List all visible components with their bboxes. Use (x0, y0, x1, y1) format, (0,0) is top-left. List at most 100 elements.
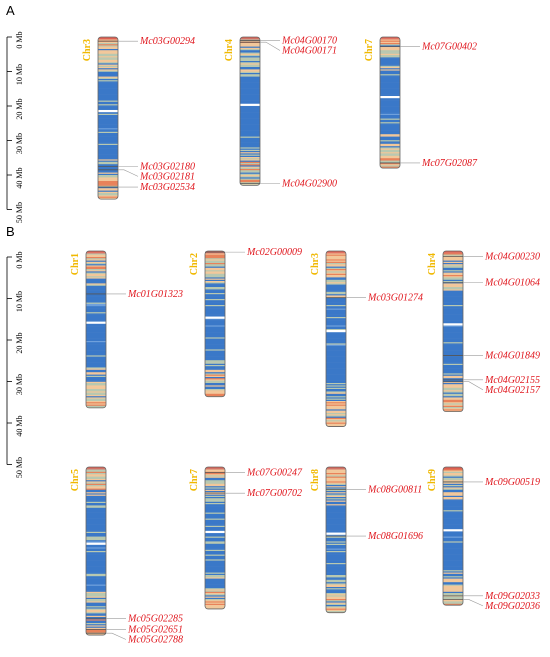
gene-label: Mc05G02651 (127, 624, 183, 635)
gene-label: Mc02G00009 (246, 247, 302, 258)
chromosome-label: Chr3 (310, 253, 321, 275)
density-bands (443, 251, 463, 412)
chromosome-chr1: Chr1 Mc01G01323 (70, 250, 183, 409)
chromosome-outline (204, 466, 226, 610)
chromosome-label: Chr9 (427, 469, 438, 491)
gene-label: Mc04G01849 (484, 351, 540, 362)
gene-label: Mc03G00294 (139, 36, 195, 47)
gene-label: Mc05G02285 (127, 613, 183, 624)
gene-label: Mc07G00402 (421, 42, 477, 53)
chromosome-label: Chr7 (189, 469, 200, 491)
chromosome-chr7: Chr7 Mc07G00402 Mc07G02087 (364, 36, 478, 169)
chromosome-outline (379, 36, 401, 169)
chromosome-chr2: Chr2 Mc02G00009 (189, 247, 302, 398)
chromosome-outline (239, 36, 261, 186)
ruler-tick-label: 0 Mb (15, 31, 24, 48)
gene-label: Mc07G00247 (246, 468, 303, 479)
gene-label: Mc03G02180 (139, 161, 195, 172)
gap-band (86, 542, 106, 545)
ruler-tick-label: 30 Mb (15, 374, 24, 395)
density-bands (98, 37, 118, 200)
gene-label: Mc09G02036 (484, 601, 540, 612)
gap-band (240, 103, 260, 106)
chromosome-outline (85, 466, 107, 636)
ruler-tick-label: 50 Mb (15, 202, 24, 223)
gene-leader (260, 41, 281, 51)
chromosome-chr3: Chr3 Mc03G01274 (310, 250, 423, 427)
density-bands (205, 467, 225, 609)
density-bands (443, 467, 463, 606)
ruler-tick-label: 50 Mb (15, 457, 24, 478)
chromosome-chr7: Chr7 Mc07G00247 Mc07G00702 (189, 466, 303, 610)
chromosome-label: Chr1 (70, 253, 81, 275)
panel-letter-a: A (6, 3, 15, 18)
gene-label: Mc04G02155 (484, 375, 540, 386)
gene-label: Mc07G00702 (246, 488, 302, 499)
chromosome-label: Chr3 (82, 39, 93, 61)
gene-label: Mc03G02534 (139, 182, 195, 193)
gene-label: Mc03G01274 (367, 293, 423, 304)
density-bands (240, 37, 260, 186)
chromosome-chr8: Chr8 Mc08G00811 Mc08G01696 (310, 466, 423, 614)
ruler-tick-label: 30 Mb (15, 133, 24, 154)
gap-band (98, 109, 118, 113)
gene-leader (463, 599, 484, 607)
gap-band (326, 329, 346, 333)
chromosome-label: Chr4 (427, 253, 438, 275)
gene-leader (106, 632, 127, 640)
gene-label: Mc03G02181 (139, 171, 195, 182)
gene-label: Mc01G01323 (127, 289, 183, 300)
gene-label: Mc04G00170 (281, 35, 337, 46)
chromosome-label: Chr2 (189, 253, 200, 275)
density-bands (380, 37, 400, 169)
gap-band (380, 95, 400, 99)
gap-band (86, 321, 106, 324)
gene-leader (118, 169, 139, 177)
chromosome-outline (97, 36, 119, 200)
chromosome-chr3: Chr3 Mc03G00294 Mc03G02180Mc03G02181Mc03G0… (82, 36, 195, 200)
chromosome-label: Chr7 (364, 39, 375, 61)
gene-label: Mc04G00230 (484, 252, 540, 263)
gene-label: Mc08G01696 (367, 531, 423, 542)
density-bands (86, 251, 106, 408)
gap-band (443, 529, 463, 532)
chromosome-chr4: Chr4 Mc04G00230 Mc04G01064 Mc04G01849 Mc04G0… (427, 250, 541, 413)
gap-band (326, 532, 346, 535)
gene-label: Mc09G02033 (484, 591, 540, 602)
gene-label: Mc08G00811 (367, 484, 422, 495)
chromosome-label: Chr5 (70, 469, 81, 491)
chromosome-outline (85, 250, 107, 409)
ruler-tick-label: 10 Mb (15, 291, 24, 312)
density-bands (86, 467, 106, 636)
density-bands (326, 467, 346, 613)
gene-label: Mc04G01064 (484, 278, 540, 289)
chromosome-outline (325, 466, 347, 614)
ruler-tick-label: 20 Mb (15, 98, 24, 119)
ruler-b: 0 Mb 10 Mb 20 Mb 30 Mb 40 Mb 50 Mb (6, 251, 24, 478)
gene-label: Mc04G00171 (281, 45, 337, 56)
gene-leader (463, 381, 484, 391)
chromosome-label: Chr4 (224, 39, 235, 61)
chromosome-outline (204, 250, 226, 398)
ruler-a: 0 Mb 10 Mb 20 Mb 30 Mb 40 Mb 50 Mb (6, 31, 24, 223)
gene-label: Mc04G02900 (281, 179, 337, 190)
ruler-tick-label: 40 Mb (15, 415, 24, 436)
gene-label: Mc09G00519 (484, 477, 540, 488)
ruler-tick-label: 10 Mb (15, 64, 24, 85)
ruler-tick-label: 40 Mb (15, 167, 24, 188)
panel-letter-b: B (6, 224, 15, 239)
chromosome-label: Chr8 (310, 469, 321, 491)
chromosome-outline (442, 466, 464, 606)
gap-band (205, 316, 225, 319)
ruler-tick-label: 20 Mb (15, 332, 24, 353)
gap-band (205, 530, 225, 534)
gap-band (443, 323, 463, 326)
density-bands (205, 251, 225, 397)
chromosome-outline (442, 250, 464, 413)
gene-label: Mc05G02788 (127, 634, 183, 645)
gene-label: Mc07G02087 (421, 158, 478, 169)
